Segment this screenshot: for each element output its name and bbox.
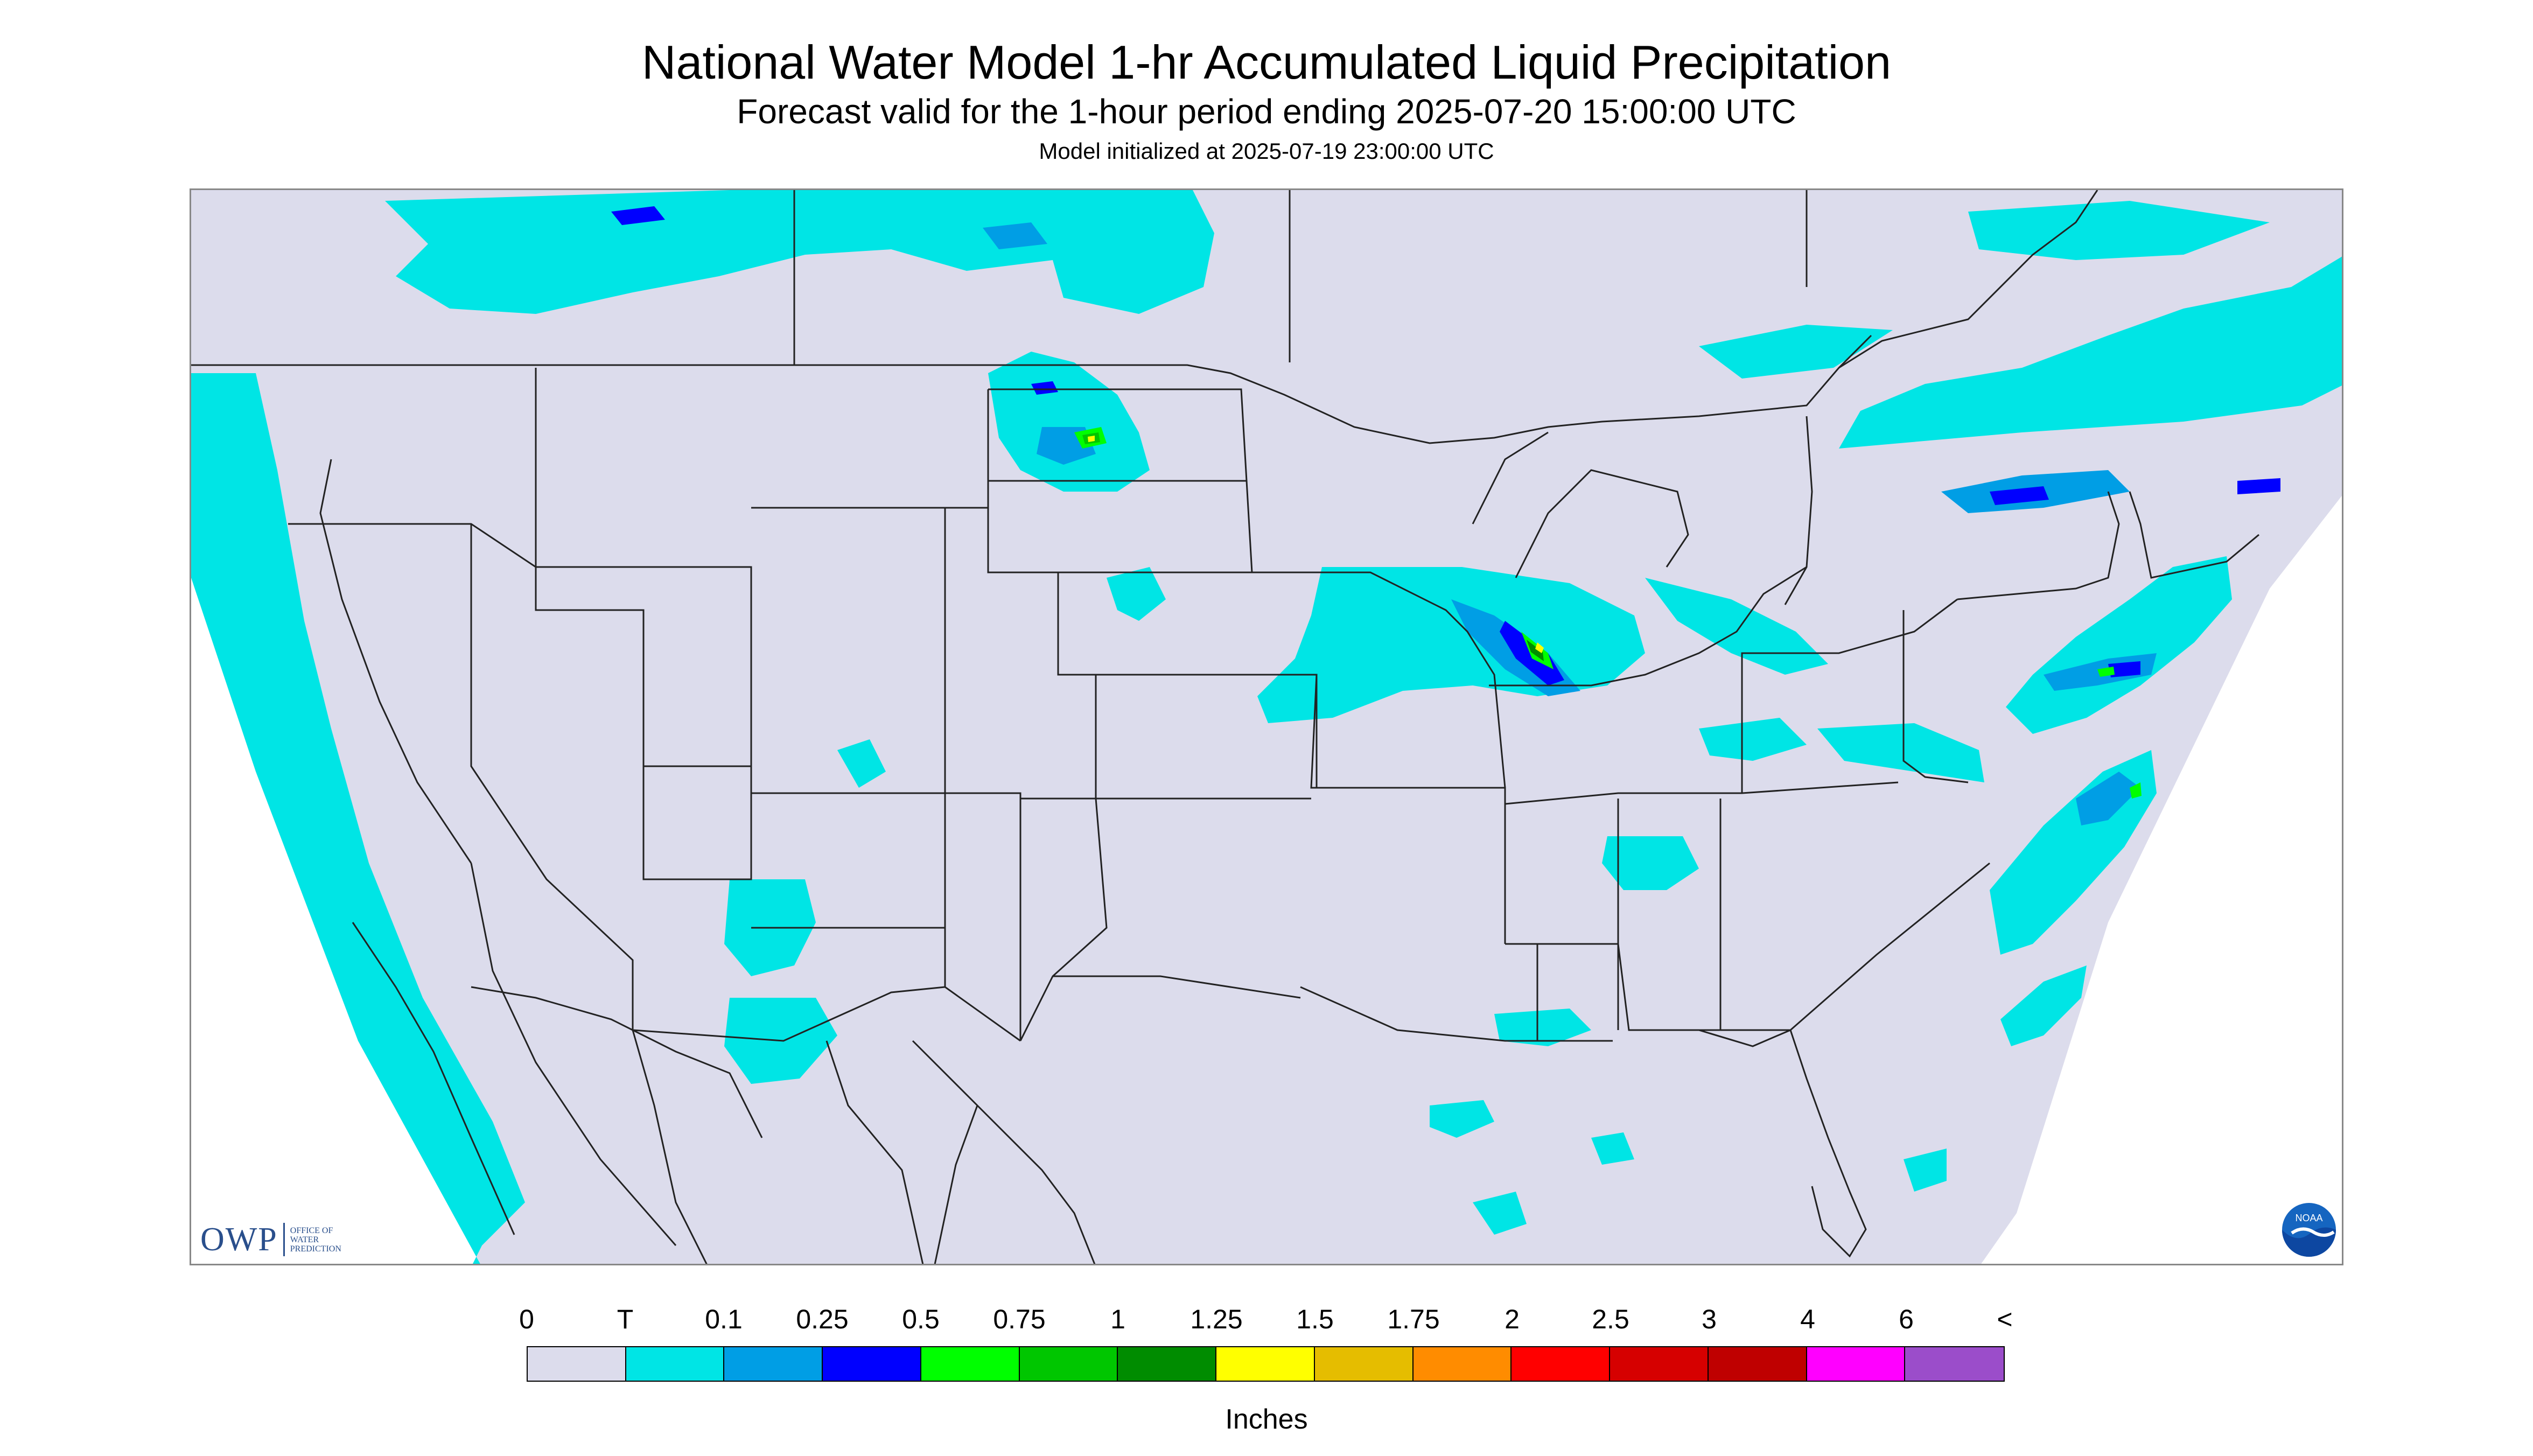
legend-tick-label: 6 [1899, 1304, 1914, 1334]
noaa-logo: NOAA [2282, 1203, 2336, 1257]
legend-units: Inches [1225, 1404, 1308, 1435]
noaa-logo-text: NOAA [2295, 1213, 2322, 1223]
legend-swatch [1413, 1347, 1512, 1381]
legend-swatch [1314, 1347, 1414, 1381]
precip-highest-areas [1088, 436, 1544, 653]
legend-tick-label: 1 [1110, 1304, 1125, 1334]
legend-swatch [921, 1347, 1020, 1381]
legend-tick-label: 0.25 [796, 1304, 849, 1334]
legend-tick-label: 2 [1505, 1304, 1520, 1334]
legend-tick-label: 1.25 [1190, 1304, 1243, 1334]
legend-tick-label: 0.1 [705, 1304, 743, 1334]
legend-swatch [1708, 1347, 1807, 1381]
legend-color-bar [527, 1346, 2005, 1382]
legend-swatch [626, 1347, 725, 1381]
legend-swatch [1905, 1347, 2004, 1381]
legend-tick-label: 1.5 [1296, 1304, 1334, 1334]
legend-tick-label: 1.75 [1387, 1304, 1440, 1334]
map-title: National Water Model 1-hr Accumulated Li… [641, 36, 1892, 89]
legend-tick-label: 4 [1800, 1304, 1815, 1334]
legend-tick-label: T [617, 1304, 634, 1334]
legend-swatch [528, 1347, 626, 1381]
owp-logo-mark: OWP [200, 1221, 278, 1258]
owp-logo-separator [283, 1223, 285, 1256]
legend-swatch [1610, 1347, 1709, 1381]
legend-swatch [1216, 1347, 1315, 1381]
legend-tick-label: 0 [519, 1304, 534, 1334]
forecast-valid-subtitle: Forecast valid for the 1-hour period end… [737, 92, 1796, 131]
legend-tick-label: 0.75 [993, 1304, 1046, 1334]
model-init-text: Model initialized at 2025-07-19 23:00:00… [1039, 138, 1494, 164]
political-boundaries [191, 190, 2259, 1264]
legend-swatch [724, 1347, 823, 1381]
legend-tick-label: 0.5 [902, 1304, 940, 1334]
legend-swatch [1118, 1347, 1217, 1381]
legend-swatch [1807, 1347, 1906, 1381]
legend-swatch [1019, 1347, 1118, 1381]
owp-logo-text: OFFICE OF WATER PREDICTION [290, 1226, 341, 1254]
legend-swatch [823, 1347, 921, 1381]
legend-swatch [1512, 1347, 1611, 1381]
legend-tick-label: 2.5 [1592, 1304, 1629, 1334]
legend-tick-label: < [1997, 1304, 2013, 1334]
precipitation-map[interactable] [190, 188, 2343, 1265]
model-domain [191, 190, 2342, 1264]
legend-tick-label: 3 [1702, 1304, 1717, 1334]
map-canvas [191, 190, 2342, 1264]
owp-logo: OWP OFFICE OF WATER PREDICTION [200, 1218, 360, 1261]
